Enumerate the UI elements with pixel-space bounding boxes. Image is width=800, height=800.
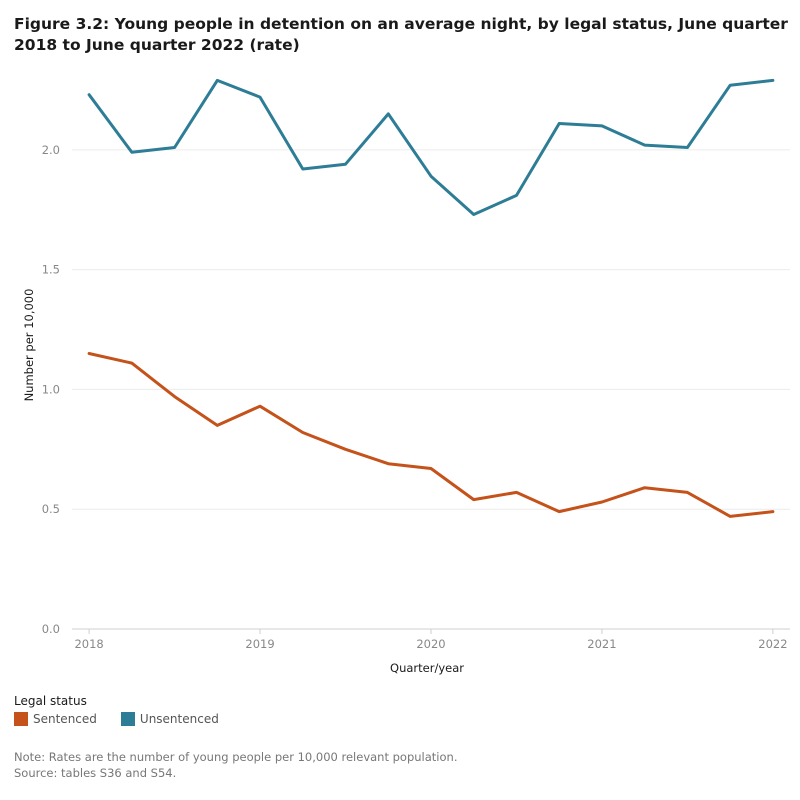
legend-swatch-unsentenced	[120, 712, 135, 726]
legend: Legal status Sentenced Unsentenced	[14, 694, 243, 726]
legend-label: Sentenced	[33, 712, 97, 726]
x-tick-label: 2022	[758, 637, 787, 651]
gridlines	[72, 149, 790, 630]
legend-item-unsentenced[interactable]: Unsentenced	[120, 712, 219, 726]
y-tick-label: 1.0	[42, 382, 60, 396]
x-tick-label: 2021	[587, 637, 616, 651]
x-tick-label: 2018	[74, 637, 103, 651]
x-axis-ticks: 2018 2019 2020 2021 2022	[74, 629, 788, 651]
legend-title: Legal status	[14, 694, 87, 708]
chart-title: Figure 3.2: Young people in detention on…	[14, 15, 788, 54]
y-axis-label: Number per 10,000	[22, 289, 36, 402]
legend-label: Unsentenced	[139, 712, 219, 726]
series-lines	[87, 78, 775, 518]
x-axis-label: Quarter/year	[390, 661, 464, 675]
y-axis-ticks: 0.0 0.5 1.0 1.5 2.0	[42, 143, 60, 636]
line-chart: 0.0 0.5 1.0 1.5 2.0 2018 2019 2020 2021 2022 Num…	[22, 78, 790, 675]
x-tick-label: 2020	[416, 637, 445, 651]
source-text: Source: tables S36 and S54.	[14, 766, 177, 780]
y-tick-label: 0.0	[42, 622, 60, 636]
series-line-sentenced[interactable]	[87, 352, 775, 518]
x-tick-label: 2019	[245, 637, 274, 651]
legend-item-sentenced[interactable]: Sentenced	[14, 712, 97, 726]
y-tick-label: 0.5	[42, 502, 60, 516]
y-tick-label: 1.5	[42, 263, 60, 277]
legend-swatch-sentenced	[14, 712, 28, 726]
y-tick-label: 2.0	[42, 143, 60, 157]
chart-notes: Note: Rates are the number of young peop…	[14, 749, 457, 781]
note-text: Note: Rates are the number of young peop…	[14, 750, 458, 764]
series-line-unsentenced[interactable]	[87, 78, 775, 216]
